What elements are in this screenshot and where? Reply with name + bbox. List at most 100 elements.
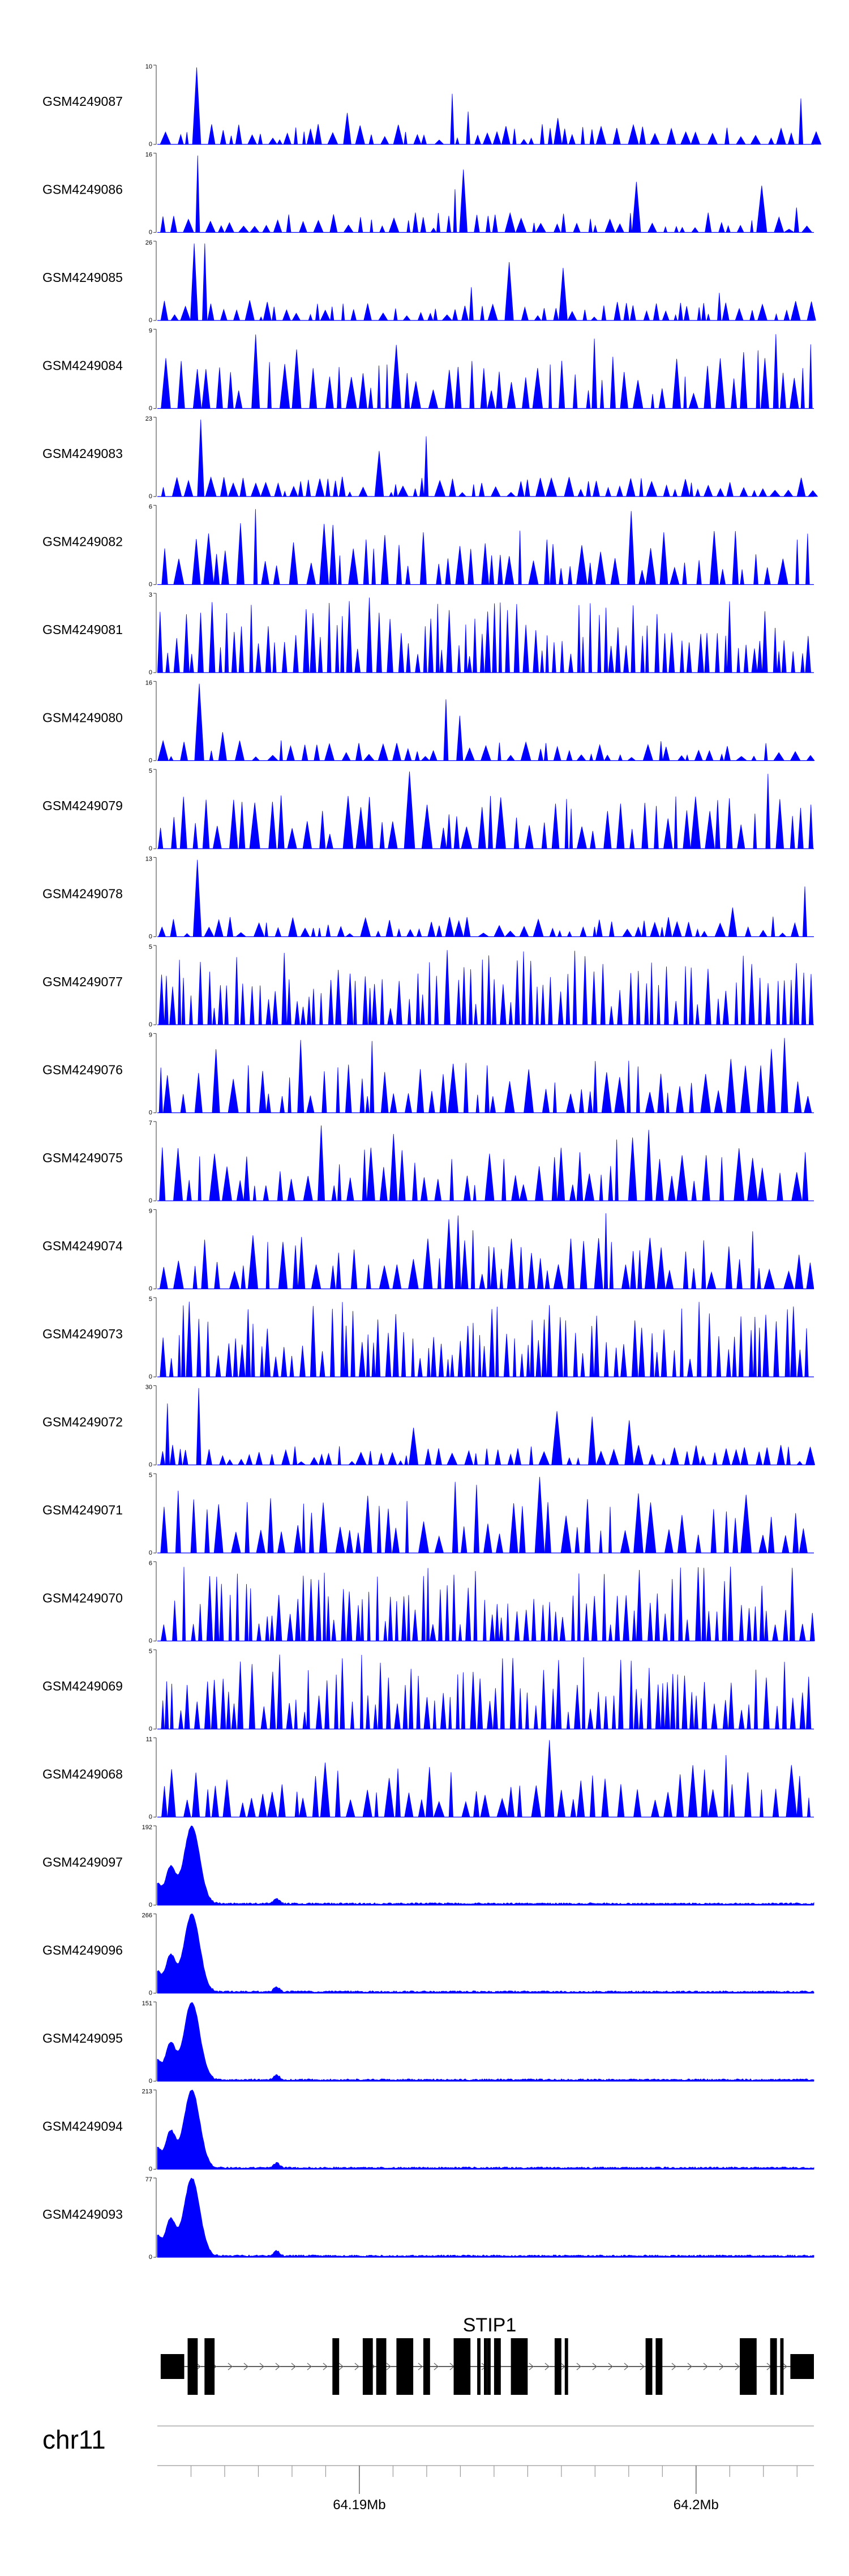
gene-exon (494, 2338, 501, 2395)
gene-exon (511, 2338, 528, 2395)
gene-exon (396, 2338, 414, 2395)
y-max-label: 5 (149, 768, 152, 774)
track-label: GSM4249093 (42, 2207, 123, 2222)
strand-arrow (259, 2363, 264, 2370)
strand-arrow (671, 2363, 676, 2370)
y-max-label: 151 (142, 2000, 152, 2007)
track-label: GSM4249086 (42, 182, 123, 197)
gene-exon (770, 2338, 777, 2395)
track-label: GSM4249085 (42, 270, 123, 285)
y-min-label: 0 (149, 845, 152, 852)
gene-track: STIP1 (160, 2314, 814, 2395)
strand-arrow (434, 2363, 439, 2370)
y-min-label: 0 (149, 1286, 152, 1293)
track-label: GSM4249081 (42, 622, 123, 637)
track-label: GSM4249068 (42, 1767, 123, 1782)
track-GSM4249075: GSM4249075 7 0 (42, 1120, 814, 1204)
track-GSM4249093: GSM4249093 77 0 (42, 2176, 814, 2261)
track-GSM4249068: GSM4249068 11 0 (42, 1736, 814, 1821)
coverage-area (157, 1213, 814, 1289)
y-min-label: 0 (149, 1550, 152, 1556)
gene-exon (477, 2338, 481, 2395)
y-min-label: 0 (149, 1373, 152, 1380)
strand-arrow (323, 2363, 328, 2370)
track-GSM4249080: GSM4249080 16 0 (42, 680, 815, 764)
gene-exon (655, 2338, 663, 2395)
coverage-area (157, 1740, 814, 1817)
track-label: GSM4249078 (42, 887, 123, 901)
y-max-label: 192 (142, 1824, 152, 1831)
genome-axis: chr11 64.19Mb 64.2Mb (42, 2425, 814, 2513)
gene-exon (423, 2338, 430, 2395)
track-GSM4249083: GSM4249083 23 0 (42, 416, 818, 500)
y-min-label: 0 (149, 1902, 152, 1909)
coverage-area (157, 2090, 814, 2170)
y-max-label: 6 (149, 1560, 152, 1567)
coverage-area (157, 859, 814, 937)
strand-arrow (307, 2363, 312, 2370)
strand-arrow (418, 2363, 423, 2370)
y-min-label: 0 (149, 141, 152, 148)
y-min-label: 0 (149, 934, 152, 940)
coverage-area (157, 243, 816, 321)
coverage-area (157, 1125, 814, 1201)
coverage-area (157, 420, 818, 497)
y-min-label: 0 (149, 317, 152, 324)
gene-exon (645, 2338, 653, 2395)
coverage-area (157, 334, 814, 409)
track-GSM4249081: GSM4249081 3 0 (42, 592, 814, 676)
track-GSM4249076: GSM4249076 9 0 (42, 1032, 814, 1116)
y-max-label: 5 (149, 1472, 152, 1479)
coverage-area (157, 1038, 814, 1113)
strand-arrow (608, 2363, 613, 2370)
coverage-tracks: GSM4249087100GSM4249086160GSM4249085260G… (42, 63, 822, 2261)
y-max-label: 3 (149, 592, 152, 598)
strand-arrow (291, 2363, 296, 2370)
track-GSM4249069: GSM4249069 5 0 (42, 1648, 814, 1732)
track-GSM4249073: GSM4249073 5 0 (42, 1296, 814, 1380)
track-GSM4249095: GSM4249095 151 0 (42, 2000, 814, 2085)
y-max-label: 5 (149, 1296, 152, 1303)
strand-arrow (544, 2363, 550, 2370)
coverage-area (157, 1567, 815, 1641)
coverage-area (157, 2002, 814, 2082)
y-max-label: 266 (142, 1912, 152, 1919)
gene-exon (376, 2338, 387, 2395)
y-max-label: 11 (146, 1736, 152, 1743)
gene-exon (554, 2338, 561, 2395)
strand-arrow (782, 2363, 787, 2370)
axis-tick-label: 64.2Mb (674, 2497, 719, 2513)
strand-arrow (338, 2363, 344, 2370)
y-min-label: 0 (149, 1726, 152, 1732)
y-min-label: 0 (149, 1462, 152, 1469)
y-max-label: 6 (149, 504, 152, 511)
y-max-label: 213 (142, 2089, 152, 2095)
coverage-area (157, 1477, 814, 1554)
y-min-label: 0 (149, 1990, 152, 1997)
track-GSM4249078: GSM4249078 13 0 (42, 856, 814, 940)
track-label: GSM4249083 (42, 446, 123, 461)
y-max-label: 7 (149, 1120, 152, 1127)
track-GSM4249072: GSM4249072 30 0 (42, 1384, 816, 1469)
strand-arrow (386, 2363, 391, 2370)
gene-exon (160, 2354, 185, 2379)
coverage-area (157, 1914, 814, 1993)
coverage-area (157, 2177, 814, 2258)
strand-arrow (243, 2363, 248, 2370)
track-GSM4249096: GSM4249096 266 0 (42, 1912, 814, 1997)
coverage-area (157, 771, 814, 849)
gene-exon (362, 2338, 373, 2395)
y-min-label: 0 (149, 1021, 152, 1028)
gene-exon (790, 2354, 814, 2379)
y-min-label: 0 (149, 758, 152, 764)
coverage-area (157, 1302, 814, 1377)
track-GSM4249071: GSM4249071 5 0 (42, 1472, 814, 1556)
coverage-area (157, 950, 814, 1025)
gene-label: STIP1 (463, 2314, 516, 2336)
gene-exon (453, 2338, 471, 2395)
strand-arrow (529, 2363, 534, 2370)
strand-arrow (228, 2363, 233, 2370)
coverage-area (157, 155, 814, 233)
track-GSM4249082: GSM4249082 6 0 (42, 504, 814, 588)
